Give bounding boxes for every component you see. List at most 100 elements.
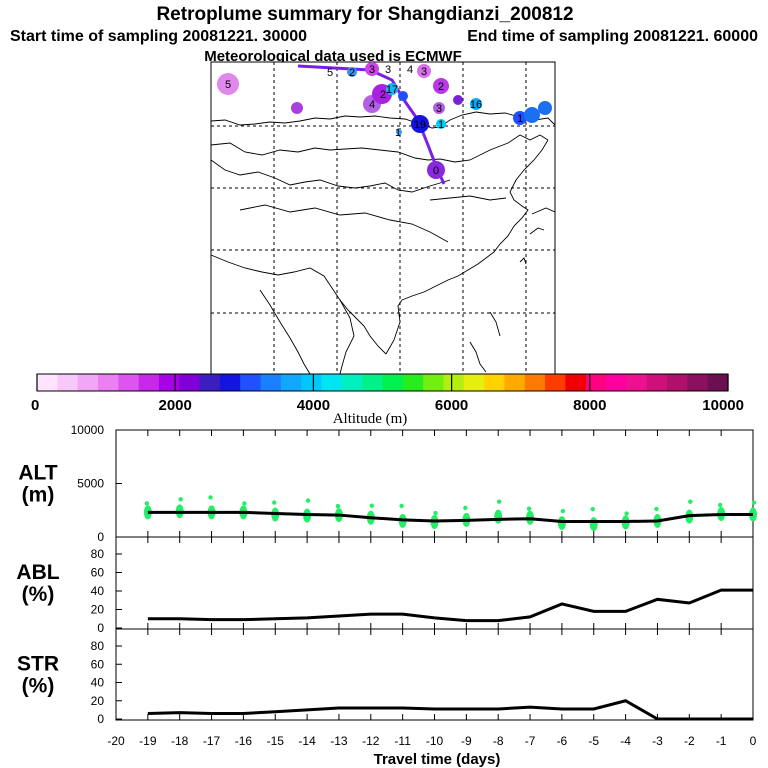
plume-cluster-label: 4 xyxy=(369,99,375,111)
y-tick-label: 40 xyxy=(91,584,105,598)
plume-cluster xyxy=(398,91,408,101)
plume-cluster-label: 17 xyxy=(386,84,398,96)
alt-cluster-point xyxy=(433,510,438,516)
colorbar-cell xyxy=(484,374,506,391)
colorbar-cell xyxy=(626,374,648,391)
colorbar-tick-label: 2000 xyxy=(159,397,192,414)
plume-cluster xyxy=(417,64,431,78)
plume-cluster-label: 2 xyxy=(438,81,444,93)
colorbar-tick-label: 4000 xyxy=(297,397,330,414)
time-series-panels: ALT(m)1000050000ABL(%)806040200STR(%)806… xyxy=(16,423,757,726)
colorbar-tick-label: 0 xyxy=(31,397,39,414)
x-tick-label: -17 xyxy=(203,734,221,748)
panel-frame xyxy=(115,628,754,721)
colorbar-title: Altitude (m) xyxy=(333,411,408,427)
alt-cluster-point xyxy=(335,503,341,509)
alt-cluster-point xyxy=(560,508,566,514)
x-axis-label: Travel time (days) xyxy=(374,751,501,768)
x-tick-label: -8 xyxy=(493,734,504,748)
plume-cluster xyxy=(436,119,446,129)
plume-cluster xyxy=(524,107,540,123)
alt-cluster-point xyxy=(557,516,566,531)
colorbar-tick-label: 8000 xyxy=(573,397,606,414)
x-tick-label: -7 xyxy=(525,734,536,748)
plume-clusters xyxy=(217,62,552,179)
panel-abl: ABL(%) 80 60 40 20 0 xyxy=(16,536,754,635)
plume-cluster xyxy=(347,67,357,77)
colorbar-cell xyxy=(463,374,485,391)
y-axis-unit: (m) xyxy=(22,484,55,507)
colorbar-cell xyxy=(402,374,424,391)
x-tick-label: -18 xyxy=(171,734,189,748)
x-tick-label: -6 xyxy=(557,734,568,748)
x-tick-label: -1 xyxy=(716,734,727,748)
plume-cluster xyxy=(365,62,379,76)
colorbar-cell xyxy=(687,374,709,391)
plume-cluster xyxy=(291,102,303,114)
x-axis: Travel time (days) -20 -19 -18 -17 -16 -15 -14… xyxy=(107,734,756,768)
plume-cluster-label: 4 xyxy=(407,64,413,76)
x-tick-label: -2 xyxy=(684,734,695,748)
alt-cluster-point xyxy=(688,499,693,504)
plume-cluster-label: 2 xyxy=(349,67,355,79)
colorbar-tick-label: 10000 xyxy=(702,397,744,414)
plume-cluster xyxy=(513,111,527,125)
colorbar-cell xyxy=(57,374,79,391)
colorbar-cell xyxy=(138,374,160,391)
plume-cluster-label: 1 xyxy=(517,113,523,125)
alt-cluster-point xyxy=(494,509,503,524)
y-tick-label: 5000 xyxy=(77,477,104,491)
plume-cluster-label: 1 xyxy=(395,127,401,139)
plume-cluster xyxy=(453,95,463,105)
x-tick-label: -19 xyxy=(139,734,157,748)
colorbar-cell xyxy=(280,374,302,391)
x-tick-label: -10 xyxy=(426,734,444,748)
colorbar-tick-label: 6000 xyxy=(435,397,468,414)
abl-line xyxy=(147,588,753,623)
alt-cluster-point xyxy=(272,500,277,505)
y-tick-label: 60 xyxy=(91,657,105,671)
alt-cluster-point xyxy=(399,503,404,509)
y-tick-label: 80 xyxy=(91,547,105,561)
colorbar-cell xyxy=(240,374,262,391)
colorbar-cell xyxy=(545,374,567,391)
x-tick-label: -5 xyxy=(588,734,599,748)
x-tick-label: -11 xyxy=(394,734,411,748)
plume-cluster-label: 2 xyxy=(380,89,386,101)
plume-cluster-label: 3 xyxy=(385,64,391,76)
plume-cluster-label: 5 xyxy=(327,67,333,79)
x-tick-label: -9 xyxy=(461,734,472,748)
start-time: Start time of sampling 20081221. 30000 xyxy=(10,28,307,45)
colorbar-cell xyxy=(97,374,119,391)
colorbar-cell xyxy=(179,374,201,391)
alt-cluster-point xyxy=(717,502,723,508)
plume-cluster-label: 5 xyxy=(225,79,231,91)
y-tick-label: 0 xyxy=(97,621,104,635)
colorbar-cell xyxy=(524,374,546,391)
y-tick-label: 0 xyxy=(97,712,104,726)
plume-cluster-label: 19 xyxy=(414,119,426,131)
colorbar-cell xyxy=(504,374,526,391)
alt-cluster-point xyxy=(751,500,757,505)
plume-cluster-label: 3 xyxy=(421,66,427,78)
y-tick-label: 0 xyxy=(97,530,104,544)
end-time: End time of sampling 20081221. 60000 xyxy=(467,28,758,45)
colorbar-cell xyxy=(443,374,465,391)
colorbar-cell xyxy=(199,374,221,391)
alt-cluster-point xyxy=(497,499,502,504)
str-line xyxy=(147,699,753,721)
alt-cluster-point xyxy=(590,506,595,512)
colorbar-cell xyxy=(158,374,180,391)
colorbar-cell xyxy=(362,374,384,391)
alt-cluster-point xyxy=(526,506,532,511)
alt-cluster-point xyxy=(463,505,468,511)
coastlines-borders xyxy=(210,111,556,375)
plume-cluster xyxy=(538,101,552,115)
y-axis-label: ALT xyxy=(18,462,57,485)
alt-cluster-point xyxy=(305,498,311,503)
alt-median-line xyxy=(147,510,753,523)
x-tick-label: -3 xyxy=(652,734,663,748)
colorbar-cell xyxy=(382,374,404,391)
y-tick-label: 20 xyxy=(91,603,105,617)
